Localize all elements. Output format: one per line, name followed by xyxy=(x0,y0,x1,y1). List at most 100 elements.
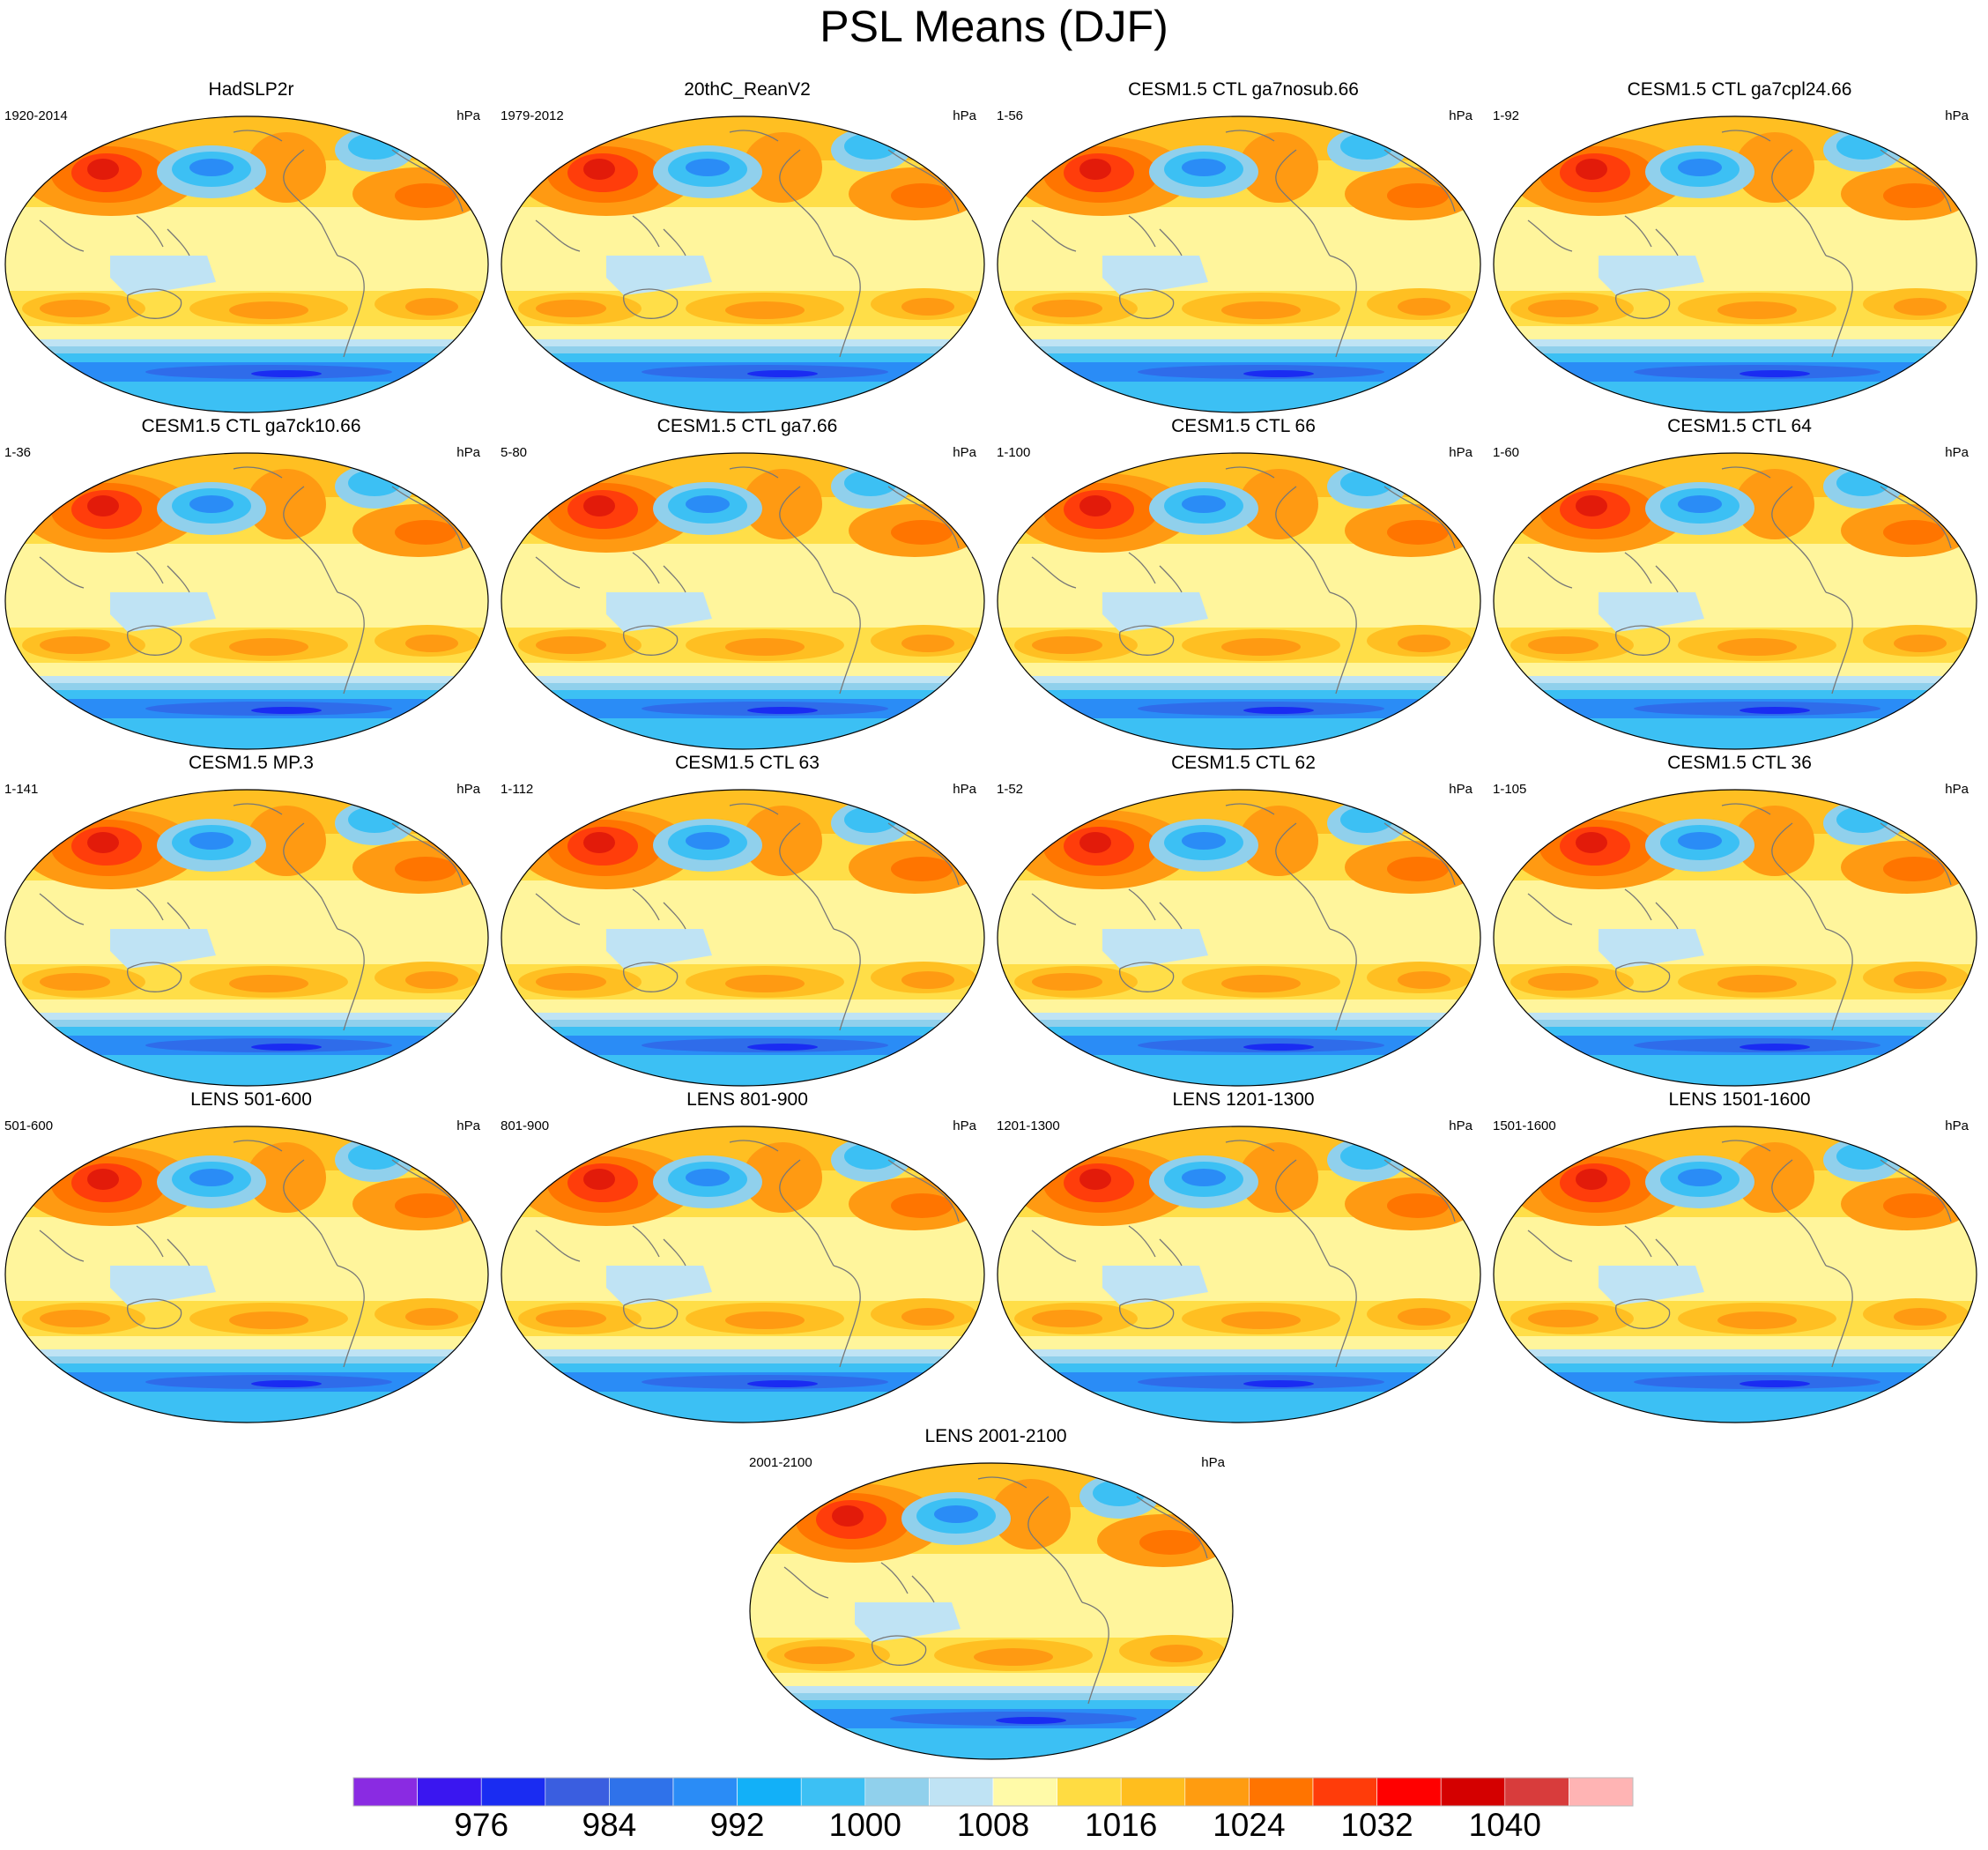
south-america-coast xyxy=(833,591,861,695)
southern-band-3 xyxy=(5,1363,488,1372)
map-panel: HadSLP2r 1920-2014 hPa xyxy=(4,79,498,414)
southern-band-3 xyxy=(1494,1027,1977,1036)
southern-band-1 xyxy=(501,1013,984,1020)
north-america-coast xyxy=(779,149,835,256)
europe-coast xyxy=(887,149,960,212)
south-indian-core xyxy=(40,973,110,991)
colorbar-tick-label: 1016 xyxy=(1085,1807,1158,1843)
map-outline xyxy=(1493,1126,1977,1423)
north-america-coast xyxy=(1771,486,1827,593)
warm-pool-low xyxy=(110,929,216,969)
warm-pool-low xyxy=(855,1602,961,1642)
pressure-map xyxy=(501,1126,985,1423)
coastlines xyxy=(1527,130,1952,358)
north-america-coast xyxy=(1771,149,1827,256)
antarctic-field xyxy=(998,382,1480,412)
antarctic-field xyxy=(998,718,1480,749)
asia-coast xyxy=(1624,552,1679,593)
azores-core xyxy=(891,857,953,881)
map-panel: LENS 1501-1600 1501-1600 hPa xyxy=(1493,1089,1986,1424)
panel-units: hPa xyxy=(1945,782,1969,797)
africa-coast xyxy=(39,219,85,252)
south-america-coast xyxy=(833,1265,861,1368)
circumpolar-trough-core xyxy=(747,1380,818,1387)
circumpolar-trough-core xyxy=(1740,370,1810,377)
southern-band-2 xyxy=(1494,1020,1977,1027)
panel-period: 1-105 xyxy=(1493,782,1527,797)
aleutian-low-core xyxy=(1182,495,1226,513)
south-america-coast xyxy=(1329,928,1357,1031)
colorbar-swatch xyxy=(800,1777,866,1807)
panel-title: CESM1.5 CTL 36 xyxy=(1667,753,1812,773)
southern-band-3 xyxy=(501,690,984,699)
australia-coast xyxy=(1119,962,1175,992)
antarctic-field xyxy=(5,382,488,412)
circumpolar-trough-core xyxy=(1243,1044,1314,1051)
map-outline xyxy=(997,115,1481,413)
panel-period: 1-56 xyxy=(997,108,1024,123)
warm-pool-low xyxy=(606,256,712,295)
coastlines xyxy=(39,1140,464,1368)
colorbar-swatch xyxy=(672,1777,738,1807)
warm-pool-low xyxy=(110,1266,216,1305)
panel-title: HadSLP2r xyxy=(208,79,294,100)
pressure-map xyxy=(501,115,985,413)
north-america-coast xyxy=(1275,149,1331,256)
south-america-coast xyxy=(1825,255,1853,358)
south-america-coast xyxy=(833,255,861,358)
arctic-coast xyxy=(977,1476,1027,1489)
europe-coast xyxy=(887,486,960,549)
asia-coast xyxy=(1128,1225,1183,1267)
antarctic-field xyxy=(998,1392,1480,1423)
siberian-high-core xyxy=(87,832,119,853)
europe-coast xyxy=(1383,1159,1456,1222)
map-panel: CESM1.5 CTL 62 1-52 hPa xyxy=(997,753,1490,1088)
south-pacific-core xyxy=(1717,301,1797,319)
europe-coast xyxy=(1383,486,1456,549)
panel-period: 1-60 xyxy=(1493,445,1520,460)
siberian-high-core xyxy=(1576,495,1607,516)
map-outline xyxy=(1493,452,1977,750)
panel-units: hPa xyxy=(953,782,976,797)
southern-band-2 xyxy=(5,683,488,690)
coastlines xyxy=(1031,1140,1456,1368)
southern-band-2 xyxy=(1494,683,1977,690)
aleutian-low-core xyxy=(189,159,234,176)
circumpolar-trough-core xyxy=(747,707,818,714)
southern-band-2 xyxy=(998,683,1480,690)
azores-core xyxy=(1883,183,1945,208)
southern-band-1 xyxy=(5,339,488,346)
south-atlantic-core xyxy=(1398,1308,1450,1326)
circumpolar-trough-core xyxy=(1740,1380,1810,1387)
antarctic-field xyxy=(501,1055,984,1086)
panel-period: 1201-1300 xyxy=(997,1118,1060,1133)
colorbar-swatch xyxy=(480,1777,546,1807)
southern-band-3 xyxy=(1494,1363,1977,1372)
europe-coast xyxy=(1880,822,1952,886)
panel-title: CESM1.5 CTL 63 xyxy=(675,753,820,773)
panel-period: 801-900 xyxy=(501,1118,550,1133)
colorbar-swatch xyxy=(417,1777,482,1807)
colorbar-swatch xyxy=(737,1777,802,1807)
map-outline xyxy=(997,452,1481,750)
coastlines xyxy=(535,803,960,1031)
siberian-high-core xyxy=(583,495,615,516)
pressure-map xyxy=(1493,789,1977,1087)
australia-coast xyxy=(1615,1298,1671,1329)
arctic-coast xyxy=(1225,803,1275,815)
panel-period: 1-36 xyxy=(4,445,32,460)
coastlines xyxy=(1527,1140,1952,1368)
pressure-map xyxy=(1493,1126,1977,1423)
south-pacific-core xyxy=(1717,1311,1797,1329)
africa-coast xyxy=(535,556,581,589)
azores-core xyxy=(891,183,953,208)
map-panel: CESM1.5 CTL ga7.66 5-80 hPa xyxy=(501,416,994,751)
panel-period: 1-52 xyxy=(997,782,1024,797)
siberian-high-core xyxy=(87,1169,119,1190)
panel-title: LENS 1201-1300 xyxy=(1172,1089,1315,1110)
asia-coast xyxy=(136,888,190,930)
pressure-map xyxy=(1493,115,1977,413)
azores-core xyxy=(1387,520,1449,545)
south-indian-core xyxy=(1032,1310,1102,1327)
azores-core xyxy=(395,857,456,881)
